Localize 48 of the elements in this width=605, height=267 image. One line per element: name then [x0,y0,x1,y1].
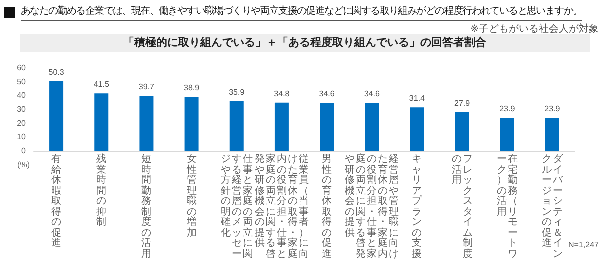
category-label: ダイバーシティ＆インクルージョンの促進 [542,154,563,260]
chart-subtitle: 「積極的に取り組んでいる」＋「ある程度取り組んでいる」の回答者割合 [20,34,590,52]
category-label: 従業員（当事者）に向けた育休の取得・家庭内の役割分担・仕事と家庭の両立に関する啓発や研修機会の提供 [254,154,309,260]
y-tick-label: 60 [17,64,27,72]
data-label: 39.7 [138,82,156,92]
category-label: キャリアプランの支援 [412,154,422,260]
data-label: 23.9 [544,104,561,114]
bar [230,101,244,151]
category-label: 在宅勤務（リモートワーク）の活用 [496,154,518,260]
bar [184,97,199,151]
text: N=1,247 [568,240,600,250]
y-tick-label: 30 [17,105,27,114]
text: ※子どもがいる社会人が対象 [470,22,599,36]
y-tick-label: 50 [17,77,27,86]
bar [455,112,470,151]
data-label: 27.9 [454,98,471,108]
y-tick-label: 10 [17,132,27,142]
y-tick-label: 20 [17,118,27,128]
y-tick-label: 40 [17,91,27,100]
data-label: 34.8 [274,89,290,98]
y-tick-label: 0 [22,146,27,156]
bar [545,118,560,151]
data-label: 41.5 [94,80,110,90]
data-label: 50.3 [48,68,65,77]
category-label: 男性の育休取得の促進 [322,154,332,260]
bar [50,81,64,151]
category-label: 短時間勤務制度の活用 [142,154,152,260]
y-axis-title: (%) [18,160,30,170]
category-label: フレックスタイム制度の活用 [452,154,473,260]
bar [500,118,514,151]
data-label: 31.4 [409,94,426,104]
category-label: 仕事と家庭の両立に関する経営層のメッセージや方針の明確化 [220,154,253,260]
bar [365,103,380,151]
chart-title: あなたの勤める企業では、現在、働きやすい職場づくりや両立支援の促進などに関する取り組みがどの程度行われていると思いますか。 [21,4,582,20]
bar [94,94,109,151]
bar [410,108,424,151]
bar [320,103,334,151]
bar [274,102,289,151]
x-tick-label: 女性管理職の増加 [186,154,197,238]
data-label: 35.9 [229,88,246,97]
category-label: 有給休暇取得の促進 [52,154,62,249]
data-label: 23.9 [500,104,516,114]
data-label: 34.6 [319,90,336,99]
category-label: 経営層や管理職に向けた育休の取得・家庭内の役割分担・仕事と家庭の両立に関する啓発や研修機会の提供 [345,154,400,260]
x-tick-label: 残業時間の抑制 [96,154,107,228]
data-label: 38.9 [184,84,200,93]
data-label: 34.6 [364,90,380,99]
bar [140,96,154,151]
